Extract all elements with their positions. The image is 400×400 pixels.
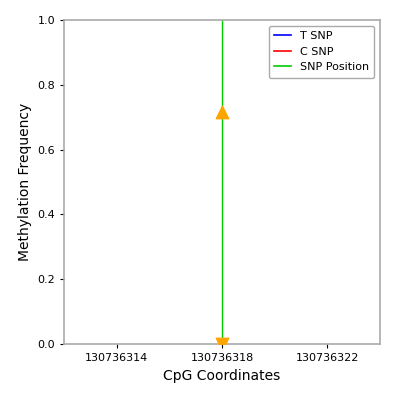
- Point: [219, 341, 225, 347]
- Point: [219, 109, 225, 116]
- Y-axis label: Methylation Frequency: Methylation Frequency: [18, 103, 32, 261]
- Legend: T SNP, C SNP, SNP Position: T SNP, C SNP, SNP Position: [269, 26, 374, 78]
- X-axis label: CpG Coordinates: CpG Coordinates: [163, 368, 281, 382]
